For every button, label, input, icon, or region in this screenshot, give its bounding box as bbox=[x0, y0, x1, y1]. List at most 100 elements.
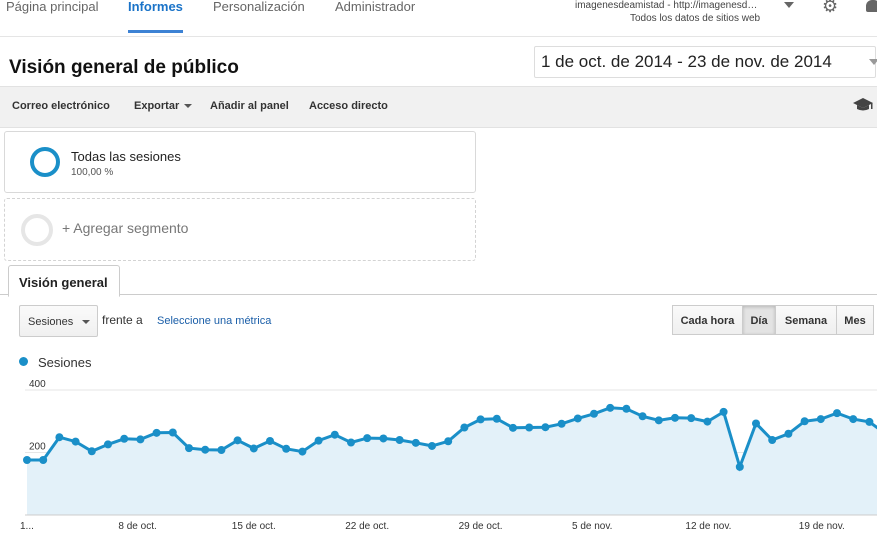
add-to-dashboard-button[interactable]: Añadir al panel bbox=[210, 100, 289, 112]
y-tick-label: 400 bbox=[29, 379, 46, 390]
data-point[interactable] bbox=[120, 434, 129, 443]
data-point[interactable] bbox=[784, 429, 793, 438]
chevron-down-icon[interactable] bbox=[784, 2, 794, 8]
x-tick-label: 5 de nov. bbox=[572, 521, 612, 532]
data-point[interactable] bbox=[201, 445, 210, 454]
data-point[interactable] bbox=[525, 423, 534, 432]
data-point[interactable] bbox=[703, 417, 712, 426]
graduation-cap-icon[interactable] bbox=[852, 97, 874, 113]
nav-reports[interactable]: Informes bbox=[128, 0, 183, 33]
data-point[interactable] bbox=[816, 415, 825, 424]
segment-placeholder-icon bbox=[21, 214, 53, 246]
data-point[interactable] bbox=[282, 444, 291, 453]
data-point[interactable] bbox=[541, 423, 550, 432]
data-point[interactable] bbox=[428, 441, 436, 450]
email-button[interactable]: Correo electrónico bbox=[12, 100, 110, 112]
data-point[interactable] bbox=[557, 419, 566, 428]
granularity-month[interactable]: Mes bbox=[836, 305, 874, 335]
x-tick-label: 1... bbox=[20, 521, 34, 532]
data-point[interactable] bbox=[136, 435, 145, 444]
x-tick-label: 29 de oct. bbox=[459, 521, 503, 532]
select-metric-link[interactable]: Seleccione una métrica bbox=[157, 315, 272, 327]
data-point[interactable] bbox=[152, 428, 161, 437]
data-point[interactable] bbox=[217, 446, 226, 454]
data-point[interactable] bbox=[687, 414, 696, 423]
data-point[interactable] bbox=[298, 447, 307, 456]
x-tick-label: 8 de oct. bbox=[118, 521, 156, 532]
bell-icon[interactable] bbox=[866, 0, 877, 12]
segment-card[interactable]: Todas las sesiones 100,00 % bbox=[4, 131, 476, 193]
data-point[interactable] bbox=[671, 413, 679, 422]
data-point[interactable] bbox=[379, 434, 388, 443]
x-tick-label: 15 de oct. bbox=[232, 521, 276, 532]
data-point[interactable] bbox=[638, 412, 647, 421]
data-point[interactable] bbox=[395, 436, 404, 444]
data-point[interactable] bbox=[104, 440, 112, 449]
export-label: Exportar bbox=[134, 100, 180, 112]
data-point[interactable] bbox=[266, 436, 274, 445]
data-point[interactable] bbox=[622, 404, 631, 413]
granularity-day[interactable]: Día bbox=[742, 305, 776, 335]
segment-name: Todas las sesiones bbox=[71, 149, 181, 164]
segment-ring-icon bbox=[30, 147, 60, 177]
date-range-label: 1 de oct. de 2014 - 23 de nov. de 2014 bbox=[541, 52, 832, 71]
versus-label: frente a bbox=[102, 313, 143, 327]
data-point[interactable] bbox=[249, 444, 258, 453]
data-point[interactable] bbox=[330, 430, 339, 439]
data-point[interactable] bbox=[460, 423, 469, 432]
data-point[interactable] bbox=[168, 428, 177, 437]
granularity-week[interactable]: Semana bbox=[775, 305, 837, 335]
data-point[interactable] bbox=[314, 436, 323, 445]
add-segment-button[interactable]: + Agregar segmento bbox=[4, 198, 476, 261]
nav-admin[interactable]: Administrador bbox=[335, 0, 416, 14]
tab-overview[interactable]: Visión general bbox=[8, 265, 120, 297]
data-point[interactable] bbox=[55, 433, 64, 442]
date-range-picker[interactable]: 1 de oct. de 2014 - 23 de nov. de 2014 bbox=[534, 46, 877, 78]
legend-label: Sesiones bbox=[38, 355, 92, 370]
account-name[interactable]: imagenesdeamistad - http://imagenesd… bbox=[575, 0, 758, 11]
data-point[interactable] bbox=[752, 419, 760, 428]
chevron-down-icon bbox=[184, 104, 193, 109]
sessions-chart: 200 400 1... 8 de oct. 15 de oct. 22 de oct. 2… bbox=[20, 379, 877, 532]
series-area bbox=[27, 407, 877, 515]
data-point[interactable] bbox=[800, 417, 809, 426]
data-point[interactable] bbox=[833, 409, 841, 418]
data-point[interactable] bbox=[71, 437, 80, 446]
nav-home[interactable]: Página principal bbox=[6, 0, 99, 14]
data-point[interactable] bbox=[347, 438, 355, 447]
data-point[interactable] bbox=[849, 415, 858, 424]
metric-select[interactable]: Sesiones bbox=[19, 305, 98, 337]
data-point[interactable] bbox=[768, 436, 777, 444]
top-nav: Página principal Informes Personalizació… bbox=[0, 0, 877, 37]
account-view[interactable]: Todos los datos de sitios web bbox=[630, 13, 761, 24]
data-point[interactable] bbox=[476, 415, 485, 424]
data-point[interactable] bbox=[363, 434, 372, 443]
data-point[interactable] bbox=[87, 447, 96, 456]
data-point[interactable] bbox=[233, 436, 242, 445]
data-point[interactable] bbox=[719, 407, 728, 416]
data-point[interactable] bbox=[492, 414, 501, 423]
data-point[interactable] bbox=[606, 403, 615, 412]
data-point[interactable] bbox=[444, 437, 453, 446]
tab-divider bbox=[0, 294, 877, 295]
nav-customization[interactable]: Personalización bbox=[213, 0, 305, 14]
gear-icon[interactable]: ⚙ bbox=[822, 0, 839, 16]
data-point[interactable] bbox=[865, 417, 874, 426]
data-point[interactable] bbox=[509, 423, 517, 432]
chevron-down-icon bbox=[82, 320, 90, 324]
y-tick-label: 200 bbox=[29, 442, 46, 453]
granularity-hourly[interactable]: Cada hora bbox=[672, 305, 743, 335]
data-point[interactable] bbox=[411, 438, 420, 447]
data-point[interactable] bbox=[185, 444, 193, 453]
data-point[interactable] bbox=[590, 409, 598, 418]
shortcut-button[interactable]: Acceso directo bbox=[309, 100, 388, 112]
x-tick-label: 12 de nov. bbox=[685, 521, 731, 532]
chevron-down-icon bbox=[869, 59, 877, 65]
data-point[interactable] bbox=[573, 414, 582, 423]
export-button[interactable]: Exportar bbox=[134, 100, 193, 113]
data-point[interactable] bbox=[23, 456, 31, 464]
add-segment-label: + Agregar segmento bbox=[62, 220, 189, 236]
data-point[interactable] bbox=[735, 462, 744, 471]
data-point[interactable] bbox=[654, 416, 663, 425]
data-point[interactable] bbox=[39, 456, 48, 464]
